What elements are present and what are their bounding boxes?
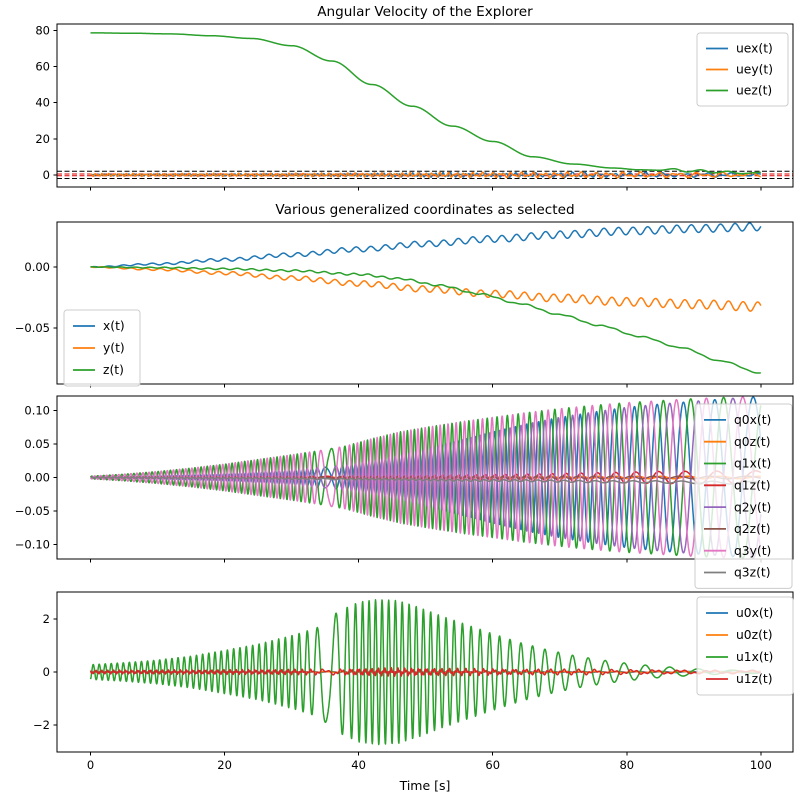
generalized-coordinates-plot-plot-area	[56, 221, 794, 385]
legend-item-label: q2y(t)	[734, 500, 771, 514]
y-tick-label: 0.10	[24, 404, 50, 418]
legend-item-label: q2z(t)	[734, 522, 771, 536]
quaternion-components-plot-series-q3y	[89, 396, 762, 559]
legend-item-label: z(t)	[103, 363, 124, 377]
x-tick-label: 100	[750, 758, 772, 772]
angular-velocity-plot-series-uey	[90, 171, 762, 179]
generalized-coordinates-plot-series-x	[90, 222, 762, 269]
generalized-coordinates-plot-legend: x(t) y(t) z(t)	[63, 309, 141, 387]
angular-velocity-plot-legend: uex(t) uey(t) uez(t)	[696, 32, 789, 107]
x-axis-label: Time [s]	[399, 778, 451, 793]
y-tick-label: −0.05	[15, 321, 50, 335]
quaternion-components-plot: 0.10 0.05 0.00 −0.05 −0.10 q0x(t) q0z(t) q1x(t)…	[15, 395, 794, 589]
y-tick-label: 60	[35, 60, 50, 74]
legend-item-label: q1x(t)	[734, 457, 771, 471]
y-tick-label: −2	[33, 718, 50, 732]
y-tick-label: 0	[43, 665, 50, 679]
legend-box	[63, 309, 141, 387]
y-tick-label: 2	[43, 612, 50, 626]
legend-box	[696, 596, 794, 696]
legend-box	[694, 403, 793, 589]
legend-item-label: q3z(t)	[734, 566, 771, 580]
y-tick-label: 0.05	[24, 437, 50, 451]
angular-rates-plot-series-u1x	[89, 599, 762, 746]
legend-item-label: uey(t)	[736, 63, 773, 77]
legend-item-label: u1x(t)	[736, 650, 773, 664]
angular-rates-plot-series-u1z	[89, 667, 762, 677]
legend-box	[696, 32, 789, 107]
legend-item-label: x(t)	[103, 319, 125, 333]
y-tick-label: 20	[35, 132, 50, 146]
legend-item-label: uex(t)	[736, 42, 773, 56]
legend-item-label: q0x(t)	[734, 413, 771, 427]
angular-velocity-plot-series-uez	[90, 32, 762, 175]
x-tick-label: 20	[217, 758, 232, 772]
angular-rates-plot-legend: u0x(t) u0z(t) u1x(t) u1z(t)	[696, 596, 794, 696]
legend-item-label: u0x(t)	[736, 606, 773, 620]
legend-item-label: u0z(t)	[736, 628, 773, 642]
generalized-coordinates-plot: 0.00 −0.05 Various generalized coordinates…	[15, 202, 794, 388]
angular-velocity-plot: 80 60 40 20 0 Angular Velocity of the Explore…	[35, 4, 794, 191]
x-tick-label: 40	[351, 758, 366, 772]
generalized-coordinates-plot-series-y	[90, 265, 762, 312]
y-tick-label: 40	[35, 96, 50, 110]
legend-item-label: q1z(t)	[734, 479, 771, 493]
chart-title: Various generalized coordinates as selec…	[275, 202, 574, 218]
chart-title: Angular Velocity of the Explorer	[317, 4, 533, 20]
y-tick-label: 0	[43, 168, 50, 182]
quaternion-components-plot-legend: q0x(t) q0z(t) q1x(t) q1z(t) q2y(t) q2z(t) q3y(…	[694, 403, 793, 589]
legend-item-label: q0z(t)	[734, 435, 771, 449]
x-tick-label: 60	[485, 758, 500, 772]
y-tick-label: −0.05	[15, 504, 50, 518]
y-tick-label: −0.10	[15, 537, 50, 551]
y-tick-label: 80	[35, 23, 50, 37]
legend-item-label: u1z(t)	[736, 672, 773, 686]
generalized-coordinates-plot-series-z	[90, 266, 762, 374]
y-tick-label: 0.00	[24, 260, 50, 274]
legend-item-label: y(t)	[103, 341, 125, 355]
legend-item-label: q3y(t)	[734, 544, 771, 558]
y-tick-label: 0.00	[24, 471, 50, 485]
x-tick-label: 80	[619, 758, 634, 772]
quaternion-components-plot-series-q1x	[89, 396, 762, 559]
x-tick-label: 0	[87, 758, 94, 772]
angular-velocity-plot-plot-area	[56, 23, 794, 188]
legend-item-label: uez(t)	[736, 84, 772, 98]
quaternion-components-plot-series-q3z	[90, 476, 762, 485]
